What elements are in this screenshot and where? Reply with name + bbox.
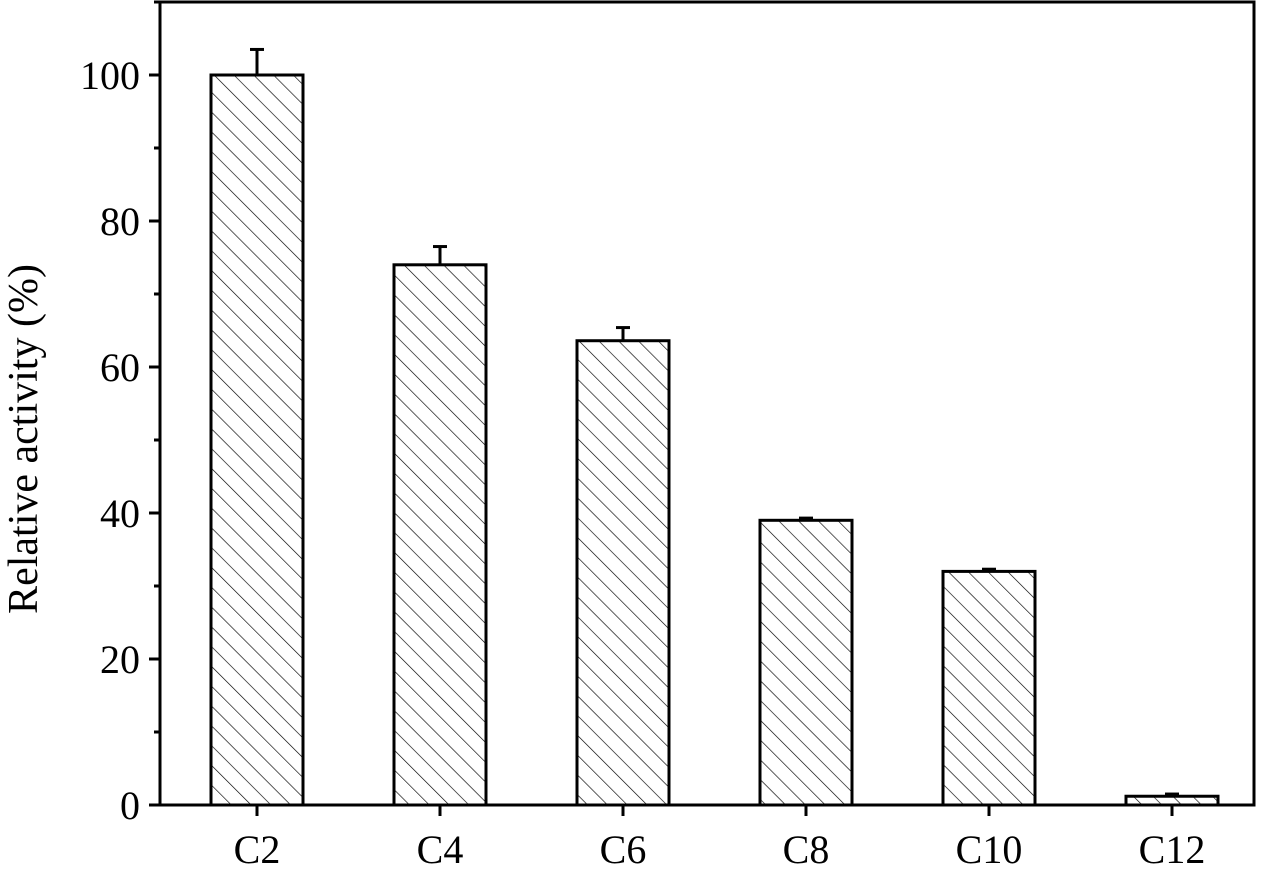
y-tick-label: 60 [100, 345, 140, 390]
y-axis-title: Relative activity (%) [1, 264, 47, 614]
bar [758, 518, 854, 807]
bar [941, 569, 1037, 807]
y-tick-label: 0 [120, 783, 140, 828]
x-tick-label: C12 [1139, 827, 1206, 869]
bar [575, 339, 671, 807]
bar [392, 263, 488, 807]
y-tick-label: 100 [80, 53, 140, 98]
bars-layer [209, 47, 1220, 807]
x-tick-label: C8 [783, 827, 830, 869]
bar [209, 73, 305, 807]
y-tick-label: 40 [100, 491, 140, 536]
y-tick-label: 80 [100, 199, 140, 244]
x-tick-label: C10 [956, 827, 1023, 869]
y-tick-label: 20 [100, 637, 140, 682]
x-tick-label: C2 [234, 827, 281, 869]
x-tick-label: C6 [600, 827, 647, 869]
axes-layer: 0 20 40 60 80 100 C2 C4 C6 C8 C10 C12 [80, 0, 1256, 869]
plot-frame [158, 0, 1256, 807]
x-tick-label: C4 [417, 827, 464, 869]
